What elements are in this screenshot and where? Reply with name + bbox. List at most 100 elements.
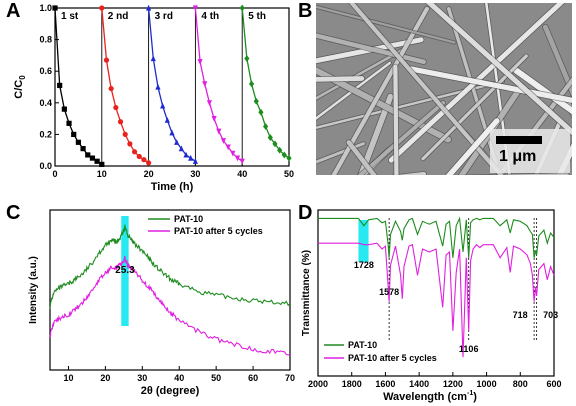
series-point (239, 158, 245, 165)
x-tick-label: 50 (211, 373, 221, 383)
series-point (89, 155, 96, 161)
x-tick-label: 1600 (375, 379, 395, 389)
series-point (225, 144, 231, 151)
x-tick-label: 30 (137, 373, 147, 383)
series-point (258, 108, 264, 116)
band-annotation: 718 (513, 310, 528, 320)
x-tick-label: 1800 (342, 379, 362, 389)
peak-annotation: 25.3 (115, 265, 135, 276)
series-point (202, 81, 208, 88)
legend-label: PAT-10 after 5 cycles (174, 226, 263, 236)
panel-a-label: A (6, 0, 21, 22)
degradation-chart: 0 10 20 30 40 50 0.0 0.2 0.4 0.6 0.8 1.0 Time (h) C/C… (13, 3, 294, 193)
fiber (425, 3, 572, 136)
fiber (393, 64, 399, 175)
series-point (281, 151, 287, 159)
fiber (316, 5, 456, 44)
series-point (117, 119, 124, 125)
series-point (160, 102, 166, 109)
y-axis-label: Intensity (a.u.) (28, 256, 39, 324)
x-tick-label: 60 (248, 373, 258, 383)
x-axis-label-end: ) (473, 391, 477, 403)
series-point (155, 83, 161, 90)
legend-label: PAT-10 (348, 340, 377, 350)
panel-d: D 2000 1800 1600 1400 1200 1000 800 600 Waveleng… (296, 200, 576, 406)
series-point (122, 131, 128, 137)
series-label: 5 th (248, 11, 266, 22)
x-axis-label: 2θ (degree) (141, 385, 200, 397)
scale-bar (496, 136, 542, 144)
fiber (357, 100, 446, 175)
x-tick-label: 20 (144, 169, 154, 179)
series-point (220, 138, 227, 144)
series-label: 2 nd (108, 11, 129, 22)
series-point (188, 154, 194, 161)
y-tick-label: 0.0 (39, 161, 52, 171)
series-line (241, 7, 290, 159)
y-axis-label-subscript: 0 (18, 75, 27, 80)
series-point (277, 146, 283, 154)
legend-label: PAT-10 (174, 214, 203, 224)
fiber (445, 118, 500, 175)
fiber (346, 140, 377, 175)
band-annotation: 1106 (459, 344, 479, 354)
panel-a: A 0 10 20 30 40 50 0.0 0.2 0.4 0.6 0.8 1.0 Time (h) C… (0, 0, 300, 200)
y-tick-label: 0.6 (39, 66, 52, 76)
series-point (66, 120, 72, 126)
series-point (216, 128, 222, 135)
x-tick-label: 10 (97, 169, 107, 179)
fiber (388, 3, 565, 163)
panel-c-label: C (6, 202, 21, 224)
x-tick-label: 800 (513, 379, 528, 389)
fiber (316, 76, 365, 82)
fiber (316, 61, 392, 120)
x-tick-label: 40 (174, 373, 184, 383)
series-point (234, 155, 241, 162)
x-tick-label: 40 (237, 169, 247, 179)
series-point (286, 154, 292, 162)
series-point (94, 158, 100, 164)
series-point (211, 116, 217, 122)
band-highlight (358, 220, 369, 262)
series-point (192, 158, 198, 164)
series-label: 4 th (201, 11, 219, 22)
series-point (57, 82, 63, 89)
series-point (230, 150, 236, 157)
series-point (61, 106, 67, 112)
xrd-chart: 10 20 30 40 50 60 70 2θ (degree) Intensity (a.u.… (28, 209, 295, 397)
series-point (146, 4, 152, 11)
fiber (458, 83, 524, 175)
fiber (316, 80, 505, 130)
peak-highlight (121, 216, 129, 326)
series-point (75, 139, 81, 145)
series-point (239, 4, 245, 12)
panel-d-label: D (298, 202, 313, 224)
fiber (542, 24, 572, 98)
x-axis-label: Wavelength (cm-1) (383, 390, 477, 403)
series-point (52, 5, 58, 11)
sem-image: 1 μm (316, 3, 572, 175)
series-point (146, 160, 152, 166)
series-point (206, 100, 213, 106)
series-point (108, 85, 114, 92)
series-point (103, 57, 110, 63)
series-line (194, 7, 243, 162)
x-tick-label: 600 (546, 379, 561, 389)
series-point (71, 131, 77, 137)
series-line (147, 7, 196, 162)
sem-nanofibers (316, 3, 572, 175)
series-line (318, 242, 555, 358)
series-point (197, 59, 203, 65)
series-point (263, 123, 269, 130)
series-point (174, 139, 180, 145)
ftir-chart: 2000 1800 1600 1400 1200 1000 800 600 Wavelength… (301, 209, 562, 403)
series-point (192, 5, 198, 12)
fiber (513, 67, 572, 115)
plot-frame (317, 209, 555, 377)
fiber (316, 48, 405, 100)
x-tick-label: 30 (190, 169, 200, 179)
y-axis-label: C/C0 (13, 75, 27, 99)
series-point (113, 104, 119, 111)
band-annotation: 703 (543, 310, 558, 320)
fiber (358, 93, 394, 175)
